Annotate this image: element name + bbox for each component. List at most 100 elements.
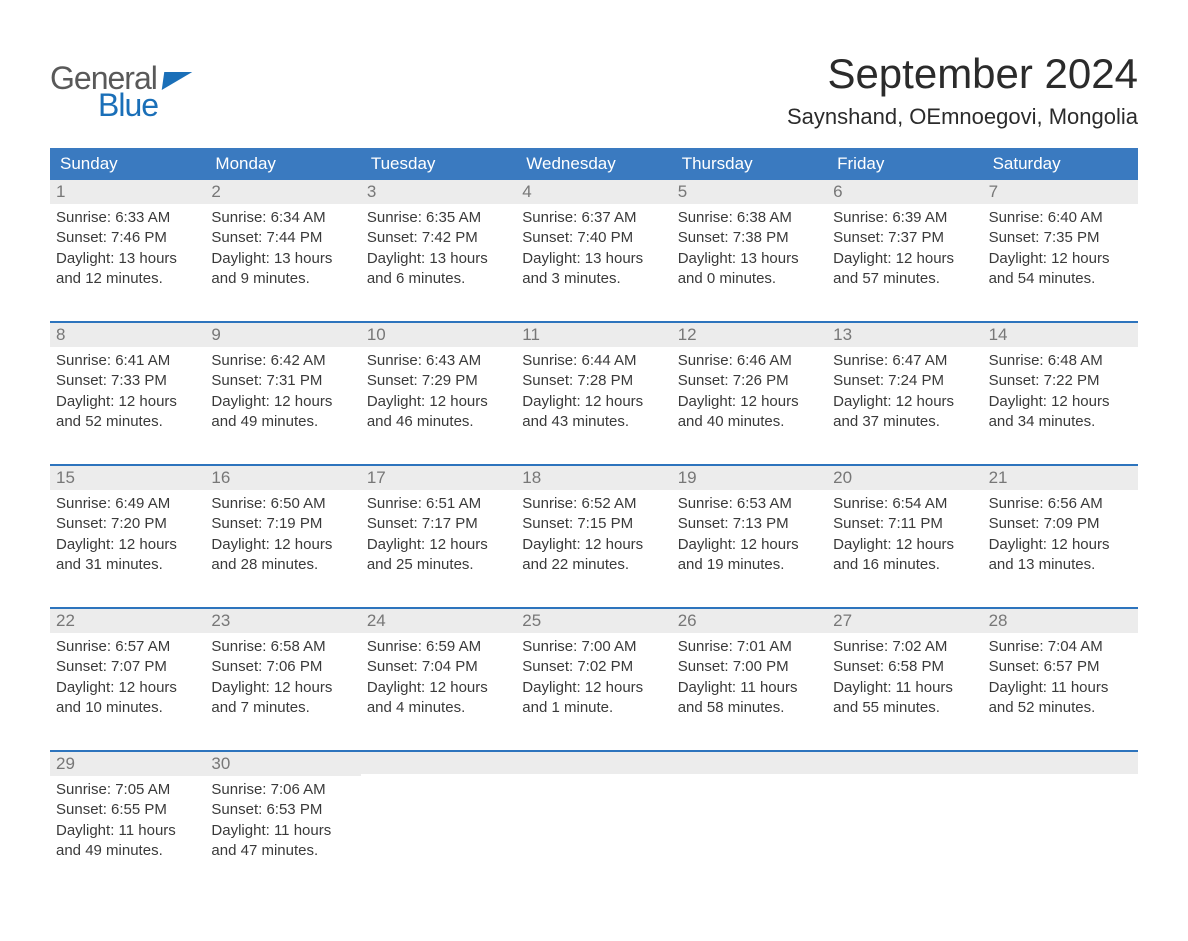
daylight-line2: and 52 minutes. (989, 698, 1132, 718)
sunrise-text: Sunrise: 6:57 AM (56, 637, 199, 657)
day-content (827, 774, 982, 834)
sunset-text: Sunset: 7:38 PM (678, 228, 821, 248)
daylight-line1: Daylight: 12 hours (367, 535, 510, 555)
sunrise-text: Sunrise: 7:00 AM (522, 637, 665, 657)
daylight-line1: Daylight: 11 hours (989, 678, 1132, 698)
daylight-line2: and 7 minutes. (211, 698, 354, 718)
title-block: September 2024 Saynshand, OEmnoegovi, Mo… (787, 50, 1138, 130)
sunrise-text: Sunrise: 6:35 AM (367, 208, 510, 228)
day-number: 4 (516, 180, 671, 204)
sunset-text: Sunset: 6:58 PM (833, 657, 976, 677)
day-content: Sunrise: 7:00 AMSunset: 7:02 PMDaylight:… (516, 633, 671, 718)
weekday-header-row: Sunday Monday Tuesday Wednesday Thursday… (50, 148, 1138, 180)
day-number: 26 (672, 609, 827, 633)
day-content: Sunrise: 7:05 AMSunset: 6:55 PMDaylight:… (50, 776, 205, 861)
calendar-day: 13Sunrise: 6:47 AMSunset: 7:24 PMDayligh… (827, 323, 982, 452)
day-number: 30 (205, 752, 360, 776)
daylight-line1: Daylight: 12 hours (211, 535, 354, 555)
sunrise-text: Sunrise: 7:01 AM (678, 637, 821, 657)
sunset-text: Sunset: 7:29 PM (367, 371, 510, 391)
daylight-line2: and 58 minutes. (678, 698, 821, 718)
sunset-text: Sunset: 7:28 PM (522, 371, 665, 391)
daylight-line1: Daylight: 12 hours (989, 535, 1132, 555)
day-number: 14 (983, 323, 1138, 347)
daylight-line2: and 22 minutes. (522, 555, 665, 575)
calendar-day: 2Sunrise: 6:34 AMSunset: 7:44 PMDaylight… (205, 180, 360, 309)
day-number: 8 (50, 323, 205, 347)
sunset-text: Sunset: 7:31 PM (211, 371, 354, 391)
daylight-line2: and 55 minutes. (833, 698, 976, 718)
sunrise-text: Sunrise: 6:58 AM (211, 637, 354, 657)
daylight-line1: Daylight: 11 hours (56, 821, 199, 841)
day-number: 16 (205, 466, 360, 490)
calendar-day: 1Sunrise: 6:33 AMSunset: 7:46 PMDaylight… (50, 180, 205, 309)
calendar-day: 5Sunrise: 6:38 AMSunset: 7:38 PMDaylight… (672, 180, 827, 309)
sunset-text: Sunset: 7:20 PM (56, 514, 199, 534)
sunrise-text: Sunrise: 6:34 AM (211, 208, 354, 228)
daylight-line1: Daylight: 12 hours (367, 392, 510, 412)
day-content: Sunrise: 7:06 AMSunset: 6:53 PMDaylight:… (205, 776, 360, 861)
sunset-text: Sunset: 7:06 PM (211, 657, 354, 677)
day-content: Sunrise: 6:57 AMSunset: 7:07 PMDaylight:… (50, 633, 205, 718)
calendar-day: 25Sunrise: 7:00 AMSunset: 7:02 PMDayligh… (516, 609, 671, 738)
day-content (516, 774, 671, 834)
calendar-day: 4Sunrise: 6:37 AMSunset: 7:40 PMDaylight… (516, 180, 671, 309)
day-number: 5 (672, 180, 827, 204)
daylight-line1: Daylight: 12 hours (833, 392, 976, 412)
sunset-text: Sunset: 7:37 PM (833, 228, 976, 248)
day-content: Sunrise: 6:35 AMSunset: 7:42 PMDaylight:… (361, 204, 516, 289)
sunset-text: Sunset: 7:44 PM (211, 228, 354, 248)
daylight-line2: and 0 minutes. (678, 269, 821, 289)
day-number: 11 (516, 323, 671, 347)
daylight-line1: Daylight: 12 hours (989, 249, 1132, 269)
day-number: 29 (50, 752, 205, 776)
calendar-day: 19Sunrise: 6:53 AMSunset: 7:13 PMDayligh… (672, 466, 827, 595)
daylight-line2: and 40 minutes. (678, 412, 821, 432)
day-number: 15 (50, 466, 205, 490)
sunset-text: Sunset: 7:17 PM (367, 514, 510, 534)
calendar-day: 17Sunrise: 6:51 AMSunset: 7:17 PMDayligh… (361, 466, 516, 595)
calendar-day: 3Sunrise: 6:35 AMSunset: 7:42 PMDaylight… (361, 180, 516, 309)
day-number: 17 (361, 466, 516, 490)
day-content: Sunrise: 6:43 AMSunset: 7:29 PMDaylight:… (361, 347, 516, 432)
calendar-week: 1Sunrise: 6:33 AMSunset: 7:46 PMDaylight… (50, 180, 1138, 309)
day-content: Sunrise: 6:38 AMSunset: 7:38 PMDaylight:… (672, 204, 827, 289)
daylight-line2: and 31 minutes. (56, 555, 199, 575)
calendar-day: 6Sunrise: 6:39 AMSunset: 7:37 PMDaylight… (827, 180, 982, 309)
day-number (516, 752, 671, 774)
calendar-day (983, 752, 1138, 881)
daylight-line2: and 49 minutes. (56, 841, 199, 861)
sunset-text: Sunset: 7:24 PM (833, 371, 976, 391)
sunrise-text: Sunrise: 7:02 AM (833, 637, 976, 657)
calendar-page: General Blue September 2024 Saynshand, O… (0, 0, 1188, 941)
day-number: 13 (827, 323, 982, 347)
sunrise-text: Sunrise: 6:43 AM (367, 351, 510, 371)
day-content: Sunrise: 6:34 AMSunset: 7:44 PMDaylight:… (205, 204, 360, 289)
calendar-day: 21Sunrise: 6:56 AMSunset: 7:09 PMDayligh… (983, 466, 1138, 595)
sunset-text: Sunset: 7:40 PM (522, 228, 665, 248)
sunset-text: Sunset: 7:13 PM (678, 514, 821, 534)
day-number: 7 (983, 180, 1138, 204)
day-content: Sunrise: 6:41 AMSunset: 7:33 PMDaylight:… (50, 347, 205, 432)
daylight-line1: Daylight: 12 hours (367, 678, 510, 698)
daylight-line2: and 6 minutes. (367, 269, 510, 289)
sunrise-text: Sunrise: 6:54 AM (833, 494, 976, 514)
day-content: Sunrise: 6:53 AMSunset: 7:13 PMDaylight:… (672, 490, 827, 575)
sunset-text: Sunset: 7:35 PM (989, 228, 1132, 248)
sunrise-text: Sunrise: 7:06 AM (211, 780, 354, 800)
day-number: 24 (361, 609, 516, 633)
daylight-line1: Daylight: 13 hours (678, 249, 821, 269)
logo-word-blue: Blue (98, 87, 158, 124)
day-number: 12 (672, 323, 827, 347)
day-number: 10 (361, 323, 516, 347)
calendar-day: 20Sunrise: 6:54 AMSunset: 7:11 PMDayligh… (827, 466, 982, 595)
sunrise-text: Sunrise: 7:04 AM (989, 637, 1132, 657)
sunset-text: Sunset: 6:57 PM (989, 657, 1132, 677)
calendar-day: 22Sunrise: 6:57 AMSunset: 7:07 PMDayligh… (50, 609, 205, 738)
weekday-header: Wednesday (516, 148, 671, 180)
sunrise-text: Sunrise: 6:53 AM (678, 494, 821, 514)
calendar-day: 30Sunrise: 7:06 AMSunset: 6:53 PMDayligh… (205, 752, 360, 881)
weeks-container: 1Sunrise: 6:33 AMSunset: 7:46 PMDaylight… (50, 180, 1138, 881)
calendar-week: 8Sunrise: 6:41 AMSunset: 7:33 PMDaylight… (50, 321, 1138, 452)
day-number: 6 (827, 180, 982, 204)
